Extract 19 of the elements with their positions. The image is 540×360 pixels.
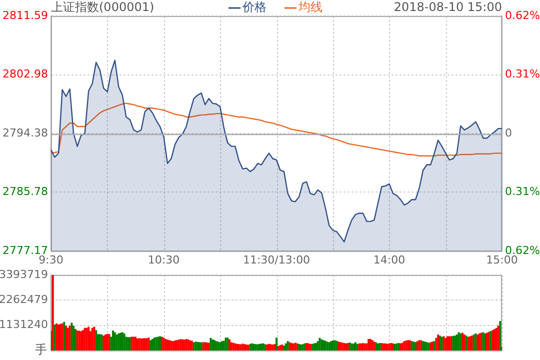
y-tick-label: 2811.59	[2, 8, 48, 22]
y-tick-label: 1131240	[0, 318, 48, 332]
legend-label: 价格	[242, 0, 266, 14]
legend-label: 均线	[298, 0, 322, 14]
y2-tick-label: 0.31%	[505, 185, 540, 198]
x-tick-label: 10:30	[148, 253, 180, 266]
y-tick-label: 3393719	[0, 268, 48, 281]
text: 2018-08-10 15:00	[394, 0, 502, 14]
y-tick-label: 2802.98	[2, 68, 48, 81]
y-axis-title: 手	[35, 342, 47, 357]
y2-tick-label: 0.31%	[505, 68, 540, 81]
y-tick-label: 2785.78	[2, 185, 48, 198]
y2-tick-label: 0.62%	[505, 8, 540, 22]
y-tick-label: 2794.38	[2, 126, 48, 140]
x-tick-label: 11:30/13:00	[242, 253, 310, 266]
y2-tick-label: 0	[505, 126, 512, 140]
y-tick-label: 2262479	[0, 292, 48, 306]
chart-title: 上证指数(000001)	[51, 0, 154, 14]
x-tick-label: 14:00	[373, 253, 406, 266]
